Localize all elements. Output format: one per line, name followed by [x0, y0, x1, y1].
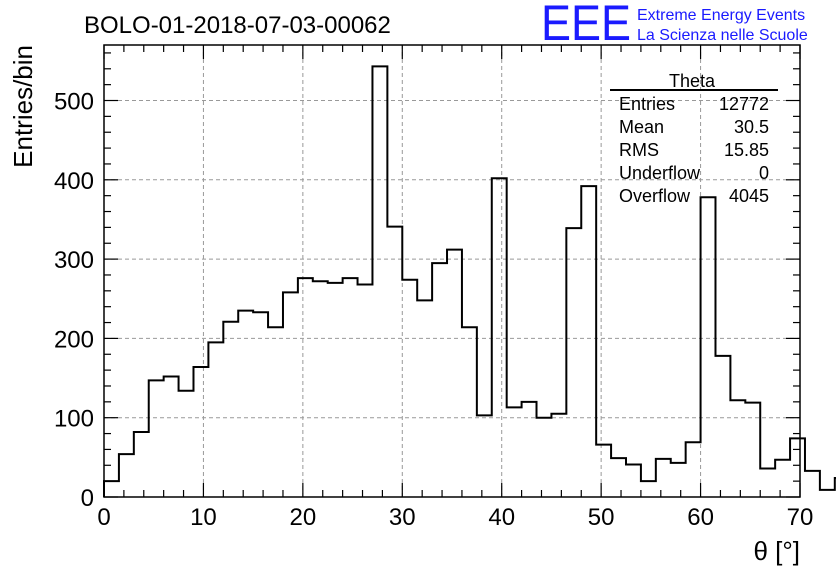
histogram-bin [134, 432, 149, 497]
histogram-bin [164, 376, 179, 497]
x-tick-label: 20 [290, 504, 317, 531]
histogram-bin [760, 468, 775, 497]
histogram-bin [581, 186, 596, 497]
x-tick-label: 10 [190, 504, 217, 531]
histogram-bin [701, 197, 716, 497]
histogram-bin [566, 228, 581, 497]
y-tick-label: 400 [54, 168, 94, 195]
logo-line-2: La Scienza nelle Scuole [637, 27, 808, 44]
histogram-bin [328, 283, 343, 497]
histogram-bin [596, 445, 611, 497]
histogram-bin [358, 284, 373, 497]
eee-logo: EEE Extreme Energy Events La Scienza nel… [541, 0, 808, 51]
y-axis-tick-labels: 0 100 200 300 400 500 [54, 89, 94, 512]
histogram-bin [522, 402, 537, 497]
histogram-bin [343, 278, 358, 497]
y-axis-ticks [104, 52, 800, 498]
histogram-bin [298, 278, 313, 497]
histogram-bin [208, 342, 223, 497]
x-tick-label: 30 [389, 504, 416, 531]
x-axis-tick-labels: 0 10 20 30 40 50 60 70 [97, 504, 813, 531]
stats-row-label: RMS [619, 140, 659, 160]
x-tick-label: 40 [488, 504, 515, 531]
histogram-bin [551, 414, 566, 497]
histogram-bin [268, 327, 283, 497]
histogram-bin [671, 463, 686, 497]
y-tick-label: 200 [54, 326, 94, 353]
histogram-bin [387, 227, 402, 497]
stats-row-value: 4045 [729, 186, 769, 206]
histogram-bin [253, 312, 268, 497]
stats-row-value: 12772 [719, 94, 769, 114]
stats-row-label: Mean [619, 117, 664, 137]
stats-row-label: Entries [619, 94, 675, 114]
stats-row-value: 15.85 [724, 140, 769, 160]
histogram-bin [507, 407, 522, 497]
histogram-bin [626, 464, 641, 497]
x-tick-label: 0 [97, 504, 110, 531]
histogram-bin [238, 311, 253, 497]
histogram-bin [730, 400, 745, 497]
y-axis-label: Entries/bin [8, 45, 38, 168]
y-tick-label: 500 [54, 89, 94, 116]
histogram-bin [775, 460, 790, 497]
stats-row-label: Underflow [619, 163, 701, 183]
histogram-bin [686, 442, 701, 497]
x-tick-label: 50 [588, 504, 615, 531]
histogram-bins [104, 66, 836, 497]
histogram-bin [402, 280, 417, 497]
histogram-bin [179, 391, 194, 497]
stats-row-value: 0 [759, 163, 769, 183]
histogram-bin [193, 367, 208, 497]
stats-row-label: Overflow [619, 186, 691, 206]
x-axis-ticks [103, 45, 801, 497]
histogram-bin [492, 178, 507, 497]
logo-line-1: Extreme Energy Events [637, 7, 805, 24]
histogram-bin [283, 292, 298, 497]
histogram-bin [223, 322, 238, 497]
histogram-bin [611, 458, 626, 497]
x-tick-label: 70 [787, 504, 814, 531]
histogram-bin [805, 471, 820, 497]
histogram-bin [313, 281, 328, 497]
stats-box: Theta Entries 12772 Mean 30.5 RMS 15.85 Underf… [610, 71, 778, 206]
histogram-bin [119, 454, 134, 497]
histogram-bin [656, 459, 671, 497]
y-tick-label: 300 [54, 247, 94, 274]
histogram-bin [432, 263, 447, 497]
y-tick-label: 100 [54, 406, 94, 433]
histogram-bin [820, 490, 835, 497]
chart-title: BOLO-01-2018-07-03-00062 [84, 12, 391, 39]
histogram-bin [745, 403, 760, 497]
stats-row-value: 30.5 [734, 117, 769, 137]
plot-frame [103, 44, 801, 498]
stats-box-title: Theta [669, 71, 716, 91]
eee-logo-mark: EEE [541, 0, 631, 51]
histogram-outline [103, 65, 836, 497]
histogram-bin [641, 481, 656, 497]
x-tick-label: 60 [687, 504, 714, 531]
histogram-bin [462, 327, 477, 497]
histogram-bin [104, 481, 119, 497]
histogram-bin [447, 250, 462, 497]
x-axis-label: θ [°] [753, 536, 800, 566]
y-tick-label: 0 [81, 485, 94, 512]
histogram-bin [149, 380, 164, 497]
histogram-bin [790, 438, 805, 497]
histogram-bin [417, 300, 432, 497]
histogram-bin [477, 415, 492, 497]
histogram-bin [537, 418, 552, 497]
histogram-bin [715, 356, 730, 497]
histogram-bin [372, 66, 387, 497]
